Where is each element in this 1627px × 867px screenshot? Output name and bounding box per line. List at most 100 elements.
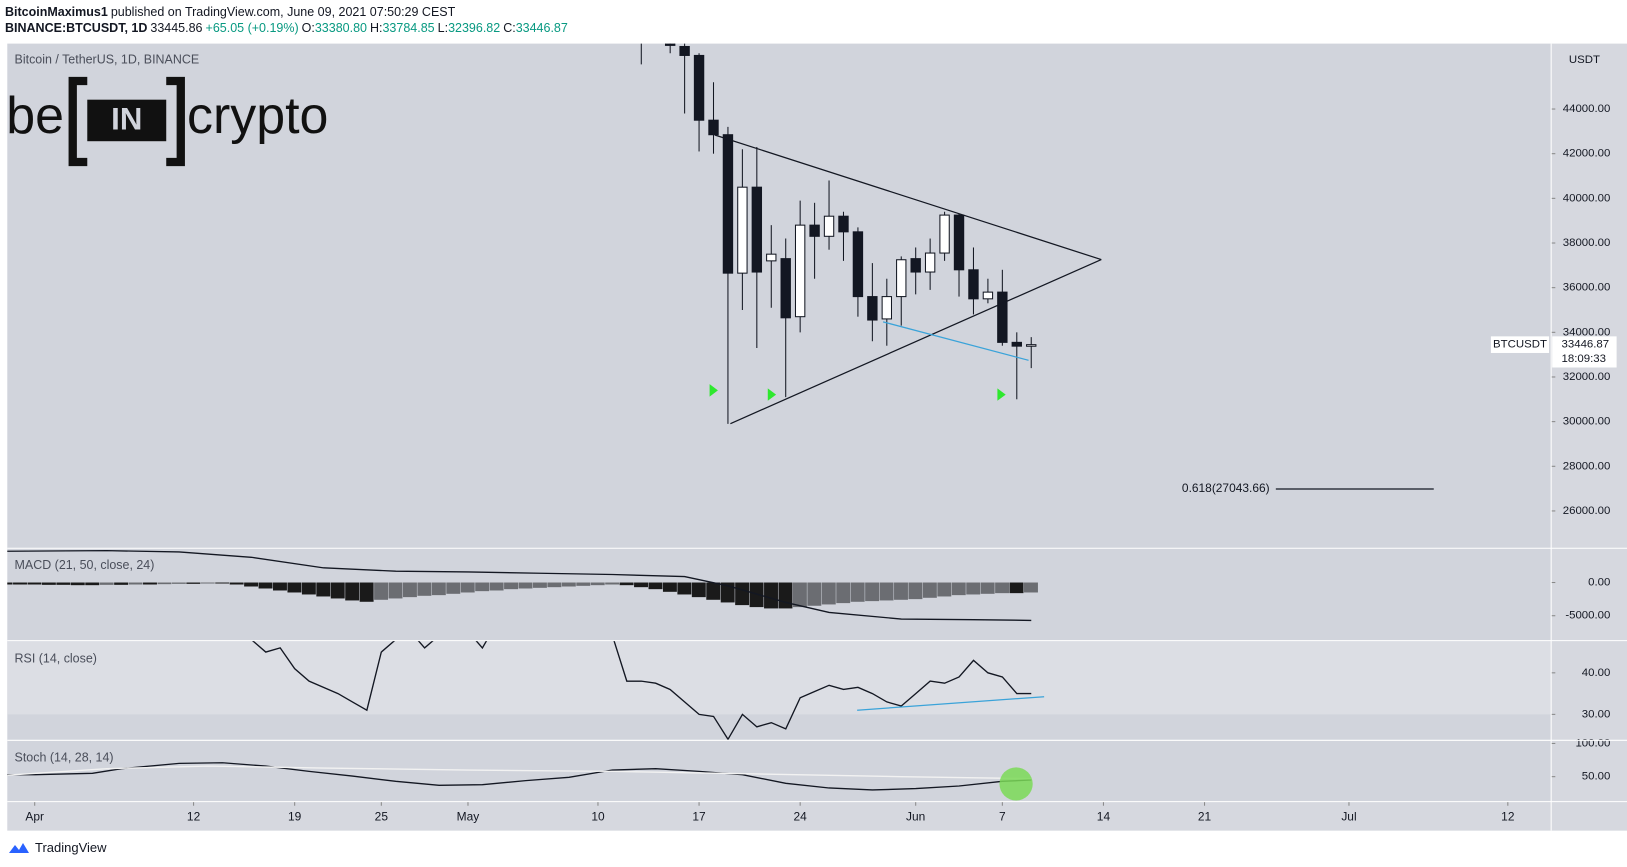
x-tick-label: 14 xyxy=(1097,809,1111,823)
histogram-bar xyxy=(200,582,215,584)
histogram-bar xyxy=(460,582,475,593)
histogram-bar xyxy=(446,582,461,594)
y-tick-label: 0.00 xyxy=(1588,577,1610,589)
histogram-bar xyxy=(576,582,591,586)
histogram-bar xyxy=(229,582,244,585)
candle-body xyxy=(997,291,1008,343)
fib-label: 0.618(27043.66) xyxy=(1182,481,1270,495)
histogram-bar xyxy=(56,582,71,585)
ohlc-key: L: xyxy=(437,21,449,35)
header-line: BINANCE:BTCUSDT, 1D 33445.86 +65.05 (+0.19… xyxy=(5,20,571,36)
y-tick-label: -5000.00 xyxy=(1565,610,1610,622)
logo-center: IN xyxy=(111,102,142,137)
pane-title: MACD (21, 50, close, 24) xyxy=(15,558,155,572)
marker xyxy=(709,384,718,397)
y-tick-label: 44000.00 xyxy=(1563,103,1611,115)
candle-body xyxy=(751,186,763,273)
x-tick-label: 25 xyxy=(375,809,389,823)
x-tick-label: 19 xyxy=(288,809,302,823)
candle-body xyxy=(924,252,936,273)
candle-body xyxy=(838,215,849,233)
footer-brand: TradingView xyxy=(35,840,107,855)
histogram-bar xyxy=(865,582,880,602)
candle-body xyxy=(982,291,994,300)
pane-title: RSI (14, close) xyxy=(15,652,97,666)
histogram-bar xyxy=(908,582,923,600)
histogram-bar xyxy=(41,582,56,585)
candle-body xyxy=(780,258,791,319)
candle-body xyxy=(896,259,907,298)
histogram-bar xyxy=(922,582,937,598)
ohlc-value: 32396.82 xyxy=(448,21,501,35)
marker xyxy=(997,388,1006,401)
x-tick-label: 12 xyxy=(1501,809,1515,823)
histogram-bar xyxy=(807,582,822,606)
histogram-bar xyxy=(475,582,490,592)
histogram-bar xyxy=(532,582,547,588)
y-tick-label: 100.00 xyxy=(1575,737,1610,749)
histogram-bar xyxy=(836,582,851,604)
y-tick-label: 30000.00 xyxy=(1563,416,1611,428)
histogram-bar xyxy=(720,582,735,603)
indicator-line xyxy=(251,640,1032,741)
price: 33445.86 xyxy=(150,21,203,35)
histogram-bar xyxy=(215,582,230,584)
logo-box xyxy=(87,99,167,142)
candle-body xyxy=(1011,341,1022,347)
price-label: 33446.87 xyxy=(1562,339,1610,351)
histogram-bar xyxy=(995,582,1010,594)
histogram-bar xyxy=(301,582,316,595)
y-tick-label: 38000.00 xyxy=(1563,237,1611,249)
ohlc-value: 33446.87 xyxy=(515,21,568,35)
candle-body xyxy=(722,134,734,274)
histogram-bar xyxy=(359,582,374,602)
pane xyxy=(7,549,1038,622)
published: published on TradingView.com, June 09, 2… xyxy=(110,5,456,19)
y-tick-label: 42000.00 xyxy=(1563,148,1611,160)
author: BitcoinMaximus1 xyxy=(5,5,108,19)
histogram-bar xyxy=(431,582,446,596)
histogram-bar xyxy=(244,582,259,587)
support-line xyxy=(882,321,1029,361)
histogram-bar xyxy=(778,582,793,609)
candle-body xyxy=(737,186,748,274)
histogram-bar xyxy=(186,582,201,584)
y-tick-label: 50.00 xyxy=(1582,771,1611,783)
histogram-bar xyxy=(489,582,504,591)
candle-body xyxy=(939,214,950,254)
indicator-line xyxy=(7,762,1032,791)
ohlc-key: O: xyxy=(301,21,315,35)
axis-unit: USDT xyxy=(1569,54,1600,66)
histogram-bar xyxy=(850,582,865,602)
histogram-bar xyxy=(258,582,273,589)
x-tick-label: May xyxy=(457,809,480,823)
countdown: 18:09:33 xyxy=(1562,353,1606,365)
histogram-bar xyxy=(504,582,519,590)
histogram-bar xyxy=(70,582,85,586)
candle-body xyxy=(708,119,719,136)
symbol-tag xyxy=(1490,336,1550,353)
highlight-circle xyxy=(999,767,1033,801)
candle-body xyxy=(809,224,820,237)
candle-body xyxy=(664,43,676,46)
pane xyxy=(7,762,1032,791)
histogram-bar xyxy=(273,582,287,591)
x-axis-background xyxy=(7,801,1627,831)
y-tick-label: 28000.00 xyxy=(1563,460,1611,472)
histogram-bar xyxy=(85,582,100,586)
histogram-bar xyxy=(605,582,620,585)
histogram-bar xyxy=(764,582,778,609)
histogram-bar xyxy=(706,582,721,600)
histogram-bar xyxy=(821,582,836,605)
logo-left: be xyxy=(6,87,64,145)
histogram-bar xyxy=(27,582,42,585)
histogram-bar xyxy=(735,582,750,606)
histogram-bar xyxy=(402,582,417,598)
candle-body xyxy=(766,253,777,262)
logo-right: crypto xyxy=(187,87,328,145)
histogram-bar xyxy=(561,582,576,587)
histogram-bar xyxy=(966,582,981,595)
x-tick-label: 21 xyxy=(1198,809,1212,823)
histogram-bar xyxy=(662,582,677,592)
